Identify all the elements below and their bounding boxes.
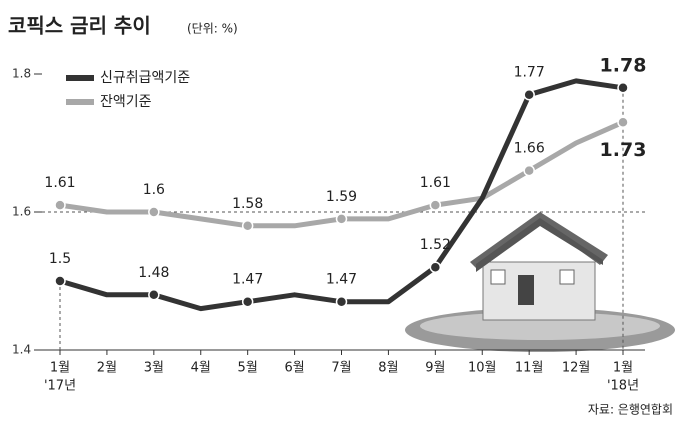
x-tick-label: 9월 bbox=[425, 361, 445, 376]
value-label: 1.66 bbox=[514, 141, 545, 157]
house-illustration bbox=[405, 212, 675, 352]
x-tick-label: 5월 bbox=[238, 361, 258, 376]
x-tick-label: 4월 bbox=[191, 361, 211, 376]
value-label: 1.77 bbox=[514, 65, 545, 81]
point bbox=[429, 199, 442, 211]
point bbox=[335, 295, 348, 308]
y-tick-label: 1.8 bbox=[12, 67, 31, 81]
value-label: 1.5 bbox=[49, 251, 71, 267]
x-tick-label: 12월 bbox=[562, 361, 591, 376]
point bbox=[54, 199, 66, 211]
point bbox=[429, 261, 442, 273]
point bbox=[241, 220, 254, 232]
point bbox=[617, 116, 629, 129]
value-label: 1.73 bbox=[600, 139, 647, 161]
unit-note: (단위: %) bbox=[187, 22, 238, 36]
legend-label: 잔액기준 bbox=[100, 94, 152, 110]
value-label: 1.52 bbox=[420, 237, 451, 253]
x-tick-label: 7월 bbox=[331, 361, 351, 376]
x-year-label: '17년 bbox=[44, 379, 76, 394]
point bbox=[523, 164, 535, 177]
value-label: 1.58 bbox=[232, 196, 263, 212]
x-tick-label: 2월 bbox=[97, 361, 117, 376]
x-tick-label: 10월 bbox=[468, 361, 497, 376]
point bbox=[148, 206, 160, 218]
point bbox=[148, 289, 160, 301]
x-tick-label: 8월 bbox=[378, 361, 398, 376]
value-label: 1.6 bbox=[143, 182, 165, 198]
legend-label: 신규취급액기준 bbox=[100, 70, 190, 86]
chart-title: 코픽스 금리 추이 bbox=[8, 14, 151, 38]
value-label: 1.61 bbox=[420, 175, 451, 191]
point bbox=[241, 295, 254, 308]
x-tick-label: 3월 bbox=[144, 361, 164, 376]
value-label: 1.61 bbox=[44, 175, 75, 191]
x-tick-label: 1월 bbox=[613, 361, 633, 376]
value-label: 1.59 bbox=[326, 189, 357, 205]
x-tick-label: 1월 bbox=[50, 361, 70, 376]
source: 자료: 은행연합회 bbox=[588, 402, 673, 417]
y-tick-label: 1.6 bbox=[12, 205, 31, 219]
x-year-label: '18년 bbox=[607, 379, 639, 394]
point bbox=[617, 82, 629, 94]
value-label: 1.78 bbox=[600, 54, 647, 76]
y-tick-label: 1.4 bbox=[12, 343, 31, 357]
value-label: 1.47 bbox=[232, 272, 263, 288]
point bbox=[335, 213, 348, 225]
point bbox=[54, 275, 66, 287]
legend-box bbox=[60, 64, 242, 116]
value-label: 1.48 bbox=[138, 265, 169, 281]
value-label: 1.47 bbox=[326, 272, 357, 288]
x-tick-label: 6월 bbox=[284, 361, 304, 376]
x-tick-label: 11월 bbox=[515, 361, 544, 376]
point bbox=[523, 88, 535, 101]
